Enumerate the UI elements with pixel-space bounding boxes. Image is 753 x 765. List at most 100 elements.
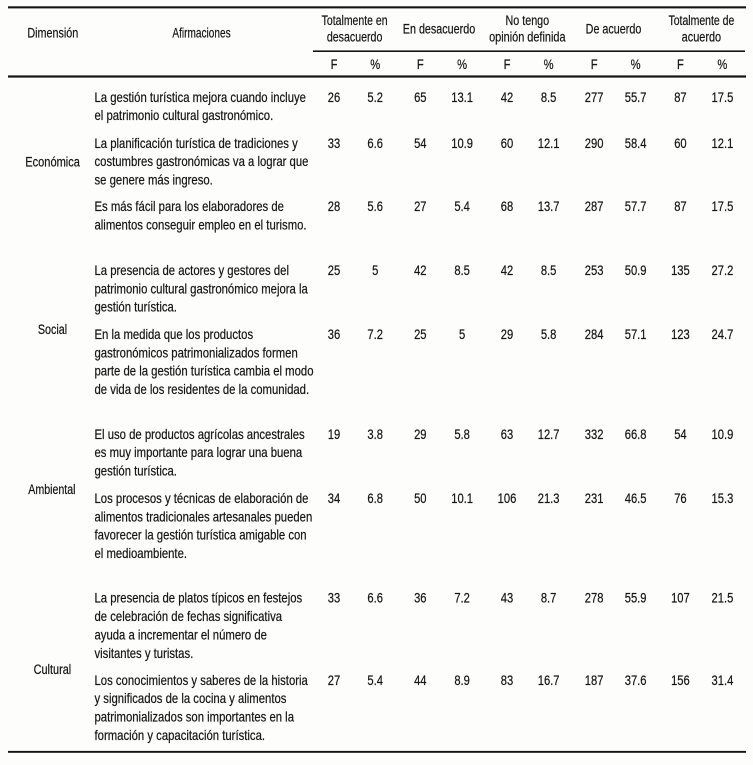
svg-text:Los procesos y técnicas de ela: Los procesos y técnicas de elaboración d… bbox=[95, 490, 309, 506]
svg-text:7.2: 7.2 bbox=[367, 327, 383, 342]
svg-text:33: 33 bbox=[328, 136, 340, 151]
svg-text:F: F bbox=[591, 57, 598, 72]
svg-text:No tengo: No tengo bbox=[505, 13, 549, 29]
svg-text:43: 43 bbox=[501, 591, 513, 606]
svg-text:de vida de los residentes de l: de vida de los residentes de la comunida… bbox=[95, 381, 310, 397]
svg-text:ayuda a incrementar el número: ayuda a incrementar el número de bbox=[95, 626, 267, 642]
svg-text:17.5: 17.5 bbox=[712, 90, 734, 105]
svg-text:acuerdo: acuerdo bbox=[682, 29, 721, 45]
svg-text:5.4: 5.4 bbox=[454, 199, 470, 214]
svg-text:F: F bbox=[504, 57, 511, 72]
svg-text:42: 42 bbox=[501, 90, 513, 105]
svg-text:26: 26 bbox=[328, 90, 340, 105]
svg-text:13.7: 13.7 bbox=[538, 199, 560, 214]
svg-text:21.5: 21.5 bbox=[712, 591, 734, 606]
svg-text:290: 290 bbox=[585, 136, 604, 151]
svg-text:60: 60 bbox=[674, 136, 686, 151]
svg-text:patrimonio cultural gastronómi: patrimonio cultural gastronómico mejora … bbox=[95, 280, 309, 296]
svg-text:12.1: 12.1 bbox=[538, 136, 560, 151]
svg-text:83: 83 bbox=[501, 673, 513, 688]
svg-text:28: 28 bbox=[328, 199, 340, 214]
svg-text:Social: Social bbox=[38, 322, 67, 338]
svg-text:10.1: 10.1 bbox=[451, 491, 473, 506]
svg-text:Totalmente de: Totalmente de bbox=[668, 12, 734, 28]
svg-text:%: % bbox=[717, 57, 727, 72]
svg-text:57.7: 57.7 bbox=[625, 199, 647, 214]
svg-text:5.8: 5.8 bbox=[454, 427, 470, 442]
svg-text:13.1: 13.1 bbox=[451, 90, 473, 105]
svg-text:33: 33 bbox=[328, 591, 340, 606]
svg-text:76: 76 bbox=[674, 491, 686, 506]
svg-text:%: % bbox=[457, 57, 467, 72]
svg-text:De acuerdo: De acuerdo bbox=[586, 21, 642, 37]
svg-text:Totalmente en: Totalmente en bbox=[322, 12, 388, 28]
svg-text:5.6: 5.6 bbox=[367, 199, 383, 214]
svg-text:La presencia de actores y gest: La presencia de actores y gestores del bbox=[95, 262, 289, 278]
svg-text:5.8: 5.8 bbox=[541, 327, 557, 342]
svg-text:desacuerdo: desacuerdo bbox=[327, 29, 383, 45]
svg-text:135: 135 bbox=[671, 263, 690, 278]
svg-text:253: 253 bbox=[585, 263, 604, 278]
svg-text:F: F bbox=[677, 57, 684, 72]
svg-text:21.3: 21.3 bbox=[538, 491, 560, 506]
svg-text:se genere más ingreso.: se genere más ingreso. bbox=[95, 171, 213, 187]
svg-text:6.6: 6.6 bbox=[367, 136, 383, 151]
svg-text:42: 42 bbox=[414, 263, 426, 278]
svg-text:55.9: 55.9 bbox=[625, 591, 647, 606]
svg-text:54: 54 bbox=[414, 136, 426, 151]
svg-text:284: 284 bbox=[585, 327, 604, 342]
svg-text:46.5: 46.5 bbox=[625, 491, 647, 506]
svg-text:29: 29 bbox=[501, 327, 513, 342]
svg-text:332: 332 bbox=[585, 427, 604, 442]
svg-text:En desacuerdo: En desacuerdo bbox=[403, 21, 476, 37]
svg-text:87: 87 bbox=[674, 90, 686, 105]
svg-text:27: 27 bbox=[328, 673, 340, 688]
svg-text:%: % bbox=[631, 57, 641, 72]
svg-text:La gestión turística mejora cu: La gestión turística mejora cuando inclu… bbox=[95, 89, 306, 105]
svg-text:alimentos conseguir empleo en: alimentos conseguir empleo en el turismo… bbox=[95, 216, 307, 232]
svg-text:6.8: 6.8 bbox=[367, 491, 383, 506]
svg-text:%: % bbox=[544, 57, 554, 72]
svg-text:10.9: 10.9 bbox=[451, 136, 473, 151]
svg-text:55.7: 55.7 bbox=[625, 90, 647, 105]
svg-text:patrimonializados son importan: patrimonializados son importantes en la bbox=[95, 708, 295, 724]
svg-text:27: 27 bbox=[414, 199, 426, 214]
svg-text:8.7: 8.7 bbox=[541, 591, 557, 606]
svg-text:63: 63 bbox=[501, 427, 513, 442]
svg-text:La presencia de platos típicos: La presencia de platos típicos en festej… bbox=[95, 590, 303, 606]
svg-text:25: 25 bbox=[414, 327, 426, 342]
svg-text:12.7: 12.7 bbox=[538, 427, 560, 442]
svg-text:alimentos tradicionales artesa: alimentos tradicionales artesanales pued… bbox=[95, 508, 313, 524]
svg-text:La planificación turística de: La planificación turística de tradicione… bbox=[95, 135, 299, 151]
svg-text:6.6: 6.6 bbox=[367, 591, 383, 606]
svg-text:5: 5 bbox=[372, 263, 378, 278]
svg-text:parte de la gestión turística: parte de la gestión turística cambia el … bbox=[95, 362, 314, 378]
svg-text:gestión turística.: gestión turística. bbox=[95, 298, 177, 314]
svg-text:42: 42 bbox=[501, 263, 513, 278]
svg-text:24.7: 24.7 bbox=[712, 327, 734, 342]
svg-text:el patrimonio cultural gastron: el patrimonio cultural gastronómico. bbox=[95, 107, 274, 123]
svg-text:65: 65 bbox=[414, 90, 426, 105]
svg-text:Dimensión: Dimensión bbox=[27, 25, 78, 41]
svg-text:Ambiental: Ambiental bbox=[28, 481, 75, 497]
svg-text:Económica: Económica bbox=[25, 154, 81, 170]
svg-text:8.9: 8.9 bbox=[454, 673, 470, 688]
svg-text:costumbres gastronómicas va a: costumbres gastronómicas va a lograr que bbox=[95, 153, 309, 169]
svg-text:F: F bbox=[417, 57, 424, 72]
svg-text:68: 68 bbox=[501, 199, 513, 214]
svg-text:156: 156 bbox=[671, 673, 690, 688]
svg-text:opinión definida: opinión definida bbox=[489, 29, 565, 45]
svg-text:Es más fácil para los elaborad: Es más fácil para los elaboradores de bbox=[95, 198, 284, 214]
svg-text:15.3: 15.3 bbox=[712, 491, 734, 506]
svg-text:5.2: 5.2 bbox=[367, 90, 383, 105]
svg-text:es muy importante para lograr: es muy importante para lograr una buena bbox=[95, 444, 304, 460]
svg-text:107: 107 bbox=[671, 591, 690, 606]
svg-text:5.4: 5.4 bbox=[367, 673, 383, 688]
svg-text:En la medida que los productos: En la medida que los productos bbox=[95, 326, 254, 342]
svg-text:8.5: 8.5 bbox=[541, 263, 557, 278]
svg-text:58.4: 58.4 bbox=[625, 136, 647, 151]
svg-text:287: 287 bbox=[585, 199, 604, 214]
svg-text:3.8: 3.8 bbox=[367, 427, 383, 442]
svg-text:44: 44 bbox=[414, 673, 426, 688]
svg-text:36: 36 bbox=[328, 327, 340, 342]
